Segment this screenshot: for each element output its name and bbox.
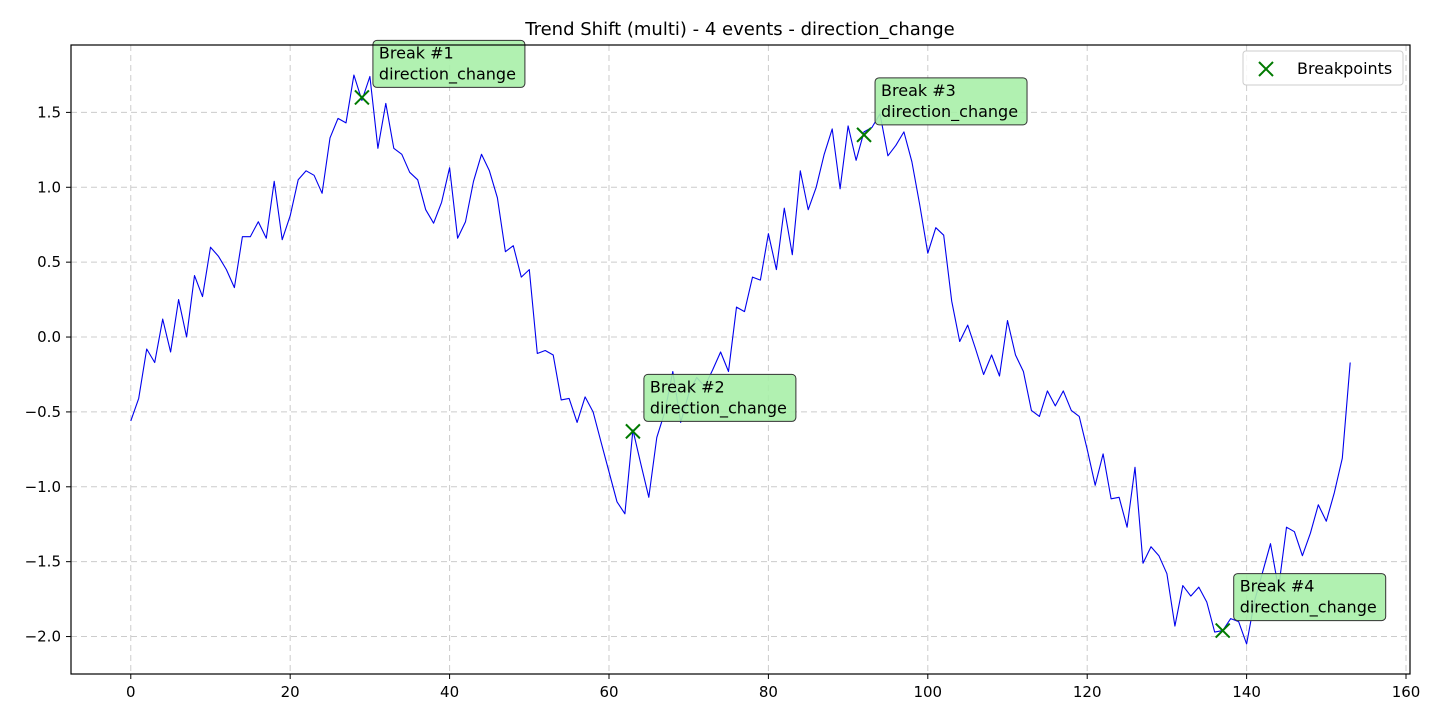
legend-frame (1242, 50, 1404, 86)
x-tick-label: 20 (281, 683, 300, 701)
annotation-title: Break #1 (379, 43, 454, 62)
chart-title: Trend Shift (multi) - 4 events - directi… (524, 19, 955, 40)
x-axis-ticks: 0 20 40 60 80 100 120 140 160 (126, 674, 1420, 701)
annotation-title: Break #2 (650, 377, 725, 396)
breakpoint-marker (625, 423, 641, 440)
x-tick-label: 40 (440, 683, 459, 701)
annotation-box (643, 373, 797, 422)
annotation-title: Break #4 (1240, 577, 1315, 596)
legend-label: Breakpoints (1297, 59, 1392, 78)
legend: Breakpoints (1242, 50, 1404, 86)
annotation-box (874, 77, 1028, 126)
grid (71, 45, 1410, 674)
series-line (130, 74, 1351, 645)
breakpoint-annotation: Break #3 direction_change (874, 77, 1028, 126)
annotation-type: direction_change (1240, 598, 1377, 618)
breakpoint-marker (1214, 622, 1231, 639)
x-tick-label: 140 (1232, 683, 1261, 701)
x-tick-label: 160 (1392, 683, 1421, 701)
breakpoint-annotation: Break #2 direction_change (643, 373, 797, 422)
x-tick-label: 60 (599, 683, 618, 701)
y-tick-label: −1.0 (25, 478, 61, 496)
y-tick-label: −0.5 (25, 403, 61, 421)
annotation-type: direction_change (379, 64, 516, 84)
breakpoint-annotation: Break #1 direction_change (372, 39, 526, 88)
y-tick-label: 0.0 (37, 328, 61, 346)
x-tick-label: 0 (126, 683, 136, 701)
y-tick-label: 1.5 (37, 103, 61, 121)
y-tick-label: −2.0 (25, 628, 61, 646)
annotation-type: direction_change (650, 398, 787, 418)
series-layer (130, 74, 1351, 645)
y-tick-label: 0.5 (37, 253, 61, 271)
breakpoint-marker (354, 89, 370, 106)
x-tick-label: 100 (913, 683, 942, 701)
y-tick-label: −1.5 (25, 553, 61, 571)
annotation-type: direction_change (881, 102, 1018, 122)
breakpoint-marker (856, 127, 872, 143)
breakpoint-annotation: Break #4 direction_change (1233, 573, 1387, 622)
breakpoint-markers (354, 89, 1231, 639)
annotation-box (372, 39, 526, 88)
legend-x-marker (1258, 61, 1274, 77)
breakpoint-annotations: Break #1 direction_change Break #2 directio… (372, 39, 1387, 622)
y-tick-label: 1.0 (37, 178, 61, 196)
x-tick-label: 80 (759, 683, 778, 701)
plot-frame (70, 44, 1411, 675)
y-axis-ticks: −2.0 −1.5 −1.0 −0.5 0.0 0.5 1.0 1.5 (25, 103, 71, 646)
x-tick-label: 120 (1073, 683, 1102, 701)
legend-breakpoint-marker (1258, 61, 1274, 77)
annotation-title: Break #3 (881, 81, 956, 100)
annotation-box (1233, 573, 1387, 622)
